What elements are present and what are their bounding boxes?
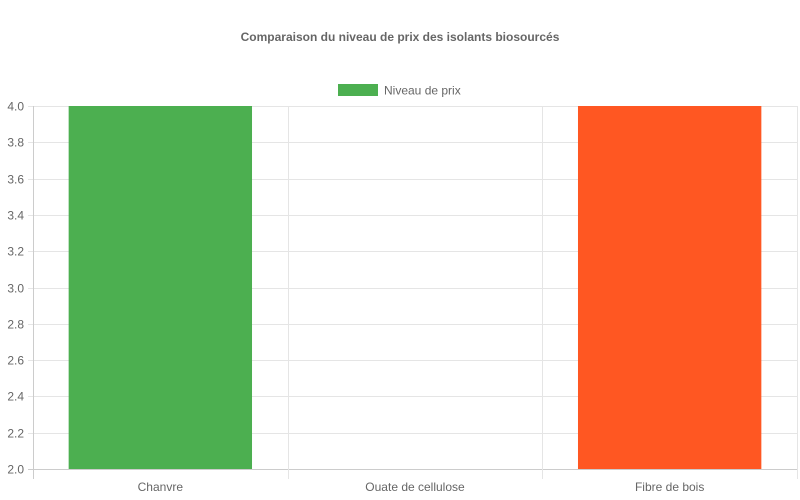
legend-label: Niveau de prix — [384, 84, 461, 98]
x-tick-label: Chanvre — [138, 480, 184, 494]
chart-title: Comparaison du niveau de prix des isolan… — [241, 30, 560, 44]
y-tick-label: 3.4 — [7, 209, 24, 223]
bar-chanvre — [68, 106, 253, 469]
y-tick-label: 2.6 — [7, 354, 24, 368]
y-tick-label: 4.0 — [7, 100, 24, 114]
legend[interactable]: Niveau de prix — [338, 84, 461, 98]
y-tick-label: 2.0 — [7, 463, 24, 477]
y-tick-label: 3.6 — [7, 173, 24, 187]
y-tick-label: 2.4 — [7, 390, 24, 404]
y-tick-label: 2.8 — [7, 318, 24, 332]
x-tick-label: Ouate de cellulose — [365, 480, 465, 494]
bar-fibre-de-bois — [577, 106, 762, 469]
y-tick-label: 3.2 — [7, 245, 24, 259]
legend-swatch — [338, 84, 378, 96]
y-tick-label: 3.0 — [7, 282, 24, 296]
x-tick-label: Fibre de bois — [635, 480, 704, 494]
y-tick-label: 3.8 — [7, 136, 24, 150]
y-tick-label: 2.2 — [7, 427, 24, 441]
